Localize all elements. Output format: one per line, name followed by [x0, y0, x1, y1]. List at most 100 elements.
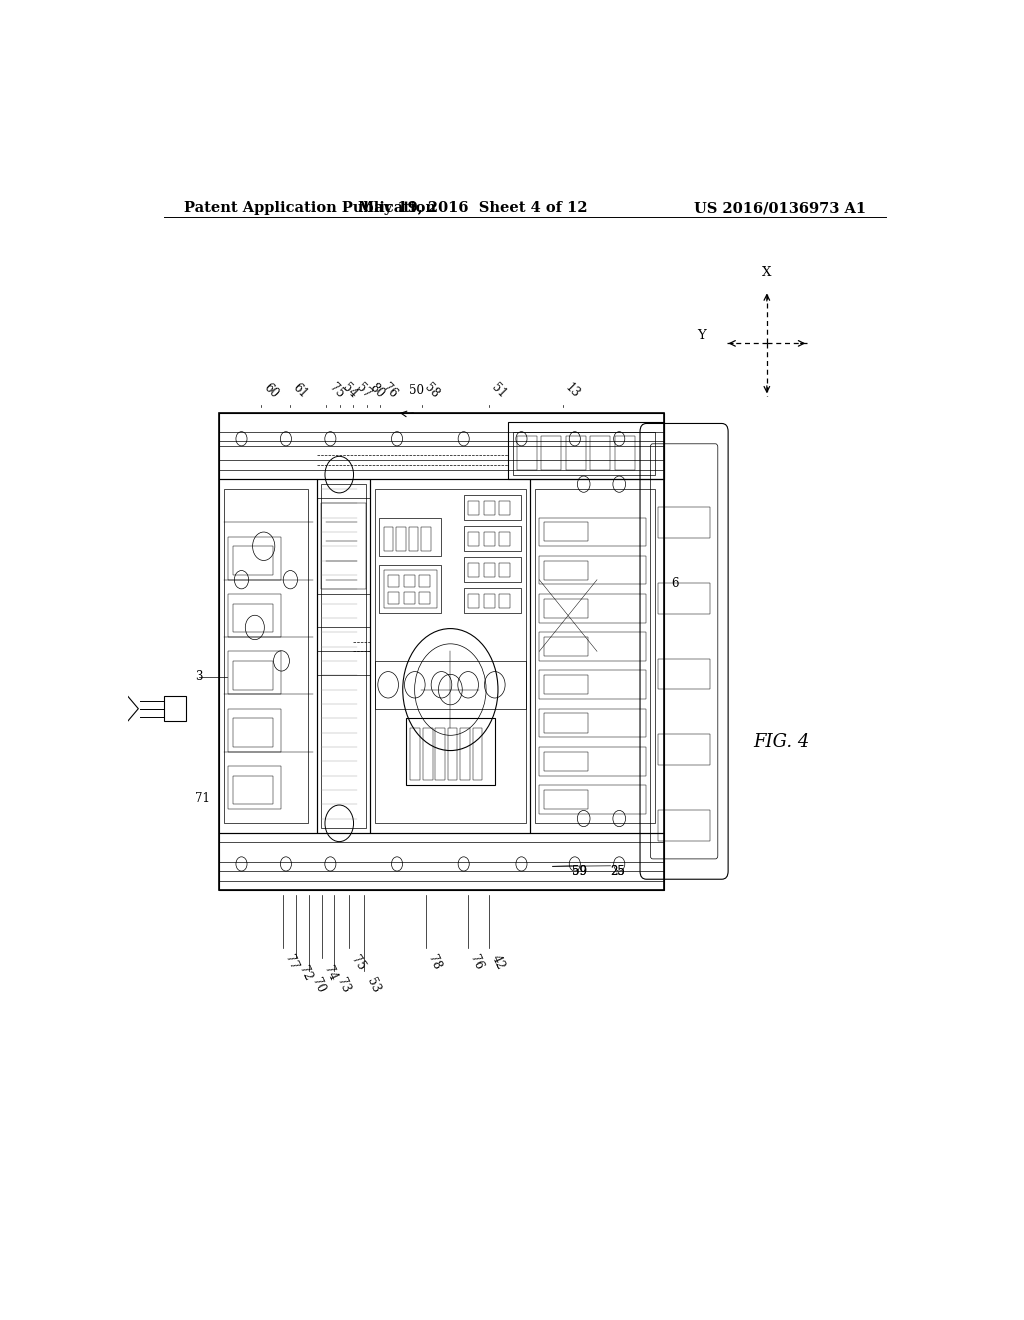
Bar: [544, 713, 588, 733]
Bar: [500, 532, 510, 546]
Bar: [542, 437, 561, 470]
Bar: [388, 576, 399, 587]
Bar: [447, 727, 458, 780]
Bar: [421, 527, 431, 550]
Text: 59: 59: [572, 866, 588, 878]
Text: 75: 75: [327, 380, 346, 400]
Bar: [535, 488, 654, 824]
Bar: [513, 432, 654, 475]
Bar: [544, 523, 588, 541]
Bar: [396, 527, 406, 550]
Bar: [540, 747, 646, 776]
Bar: [232, 603, 272, 632]
Bar: [423, 727, 432, 780]
Bar: [460, 727, 470, 780]
Bar: [544, 676, 588, 694]
Text: 6: 6: [672, 577, 679, 590]
Bar: [322, 503, 366, 589]
Bar: [468, 532, 479, 546]
Bar: [473, 727, 482, 780]
Text: 13: 13: [563, 380, 583, 400]
Bar: [219, 479, 317, 833]
Text: Y: Y: [697, 329, 706, 342]
Bar: [540, 517, 646, 546]
Bar: [540, 632, 646, 661]
Bar: [517, 437, 537, 470]
Bar: [223, 488, 308, 824]
Bar: [406, 718, 495, 785]
Bar: [658, 734, 710, 764]
Bar: [468, 500, 479, 515]
Bar: [540, 594, 646, 623]
Text: 57: 57: [353, 380, 373, 400]
Bar: [219, 833, 664, 890]
Text: 3: 3: [196, 671, 203, 684]
Text: 61: 61: [290, 380, 309, 400]
Text: 75: 75: [348, 953, 368, 973]
Bar: [219, 413, 664, 479]
Bar: [435, 727, 445, 780]
Bar: [371, 479, 530, 833]
Bar: [483, 594, 495, 609]
Bar: [483, 532, 495, 546]
Bar: [658, 810, 710, 841]
Text: 73: 73: [334, 975, 352, 995]
Bar: [384, 527, 393, 550]
Bar: [164, 697, 186, 721]
Text: 53: 53: [365, 975, 383, 995]
Text: 50: 50: [409, 384, 424, 397]
Bar: [544, 789, 588, 809]
Bar: [232, 546, 272, 576]
Bar: [322, 484, 366, 828]
Text: 74: 74: [322, 964, 340, 982]
Text: 25: 25: [610, 866, 626, 878]
Bar: [591, 437, 610, 470]
Bar: [468, 594, 479, 609]
Text: 76: 76: [380, 380, 400, 400]
Bar: [219, 842, 664, 880]
Bar: [464, 495, 521, 520]
Bar: [228, 537, 282, 579]
Bar: [658, 507, 710, 537]
Bar: [317, 499, 371, 594]
Text: US 2016/0136973 A1: US 2016/0136973 A1: [694, 201, 866, 215]
Bar: [658, 583, 710, 614]
Bar: [483, 562, 495, 577]
Text: 70: 70: [309, 975, 327, 995]
Bar: [409, 527, 419, 550]
Text: 25: 25: [610, 866, 626, 878]
Bar: [219, 441, 664, 470]
Text: Patent Application Publication: Patent Application Publication: [183, 201, 435, 215]
Bar: [483, 500, 495, 515]
Text: 76: 76: [468, 953, 485, 973]
Text: 77: 77: [283, 953, 301, 973]
Bar: [530, 479, 664, 833]
Bar: [540, 709, 646, 738]
Bar: [500, 500, 510, 515]
Text: 78: 78: [426, 953, 443, 973]
Bar: [384, 570, 437, 609]
Bar: [219, 413, 664, 890]
Bar: [468, 562, 479, 577]
Text: 54: 54: [340, 380, 359, 400]
Text: 72: 72: [296, 964, 314, 982]
Text: 80: 80: [367, 380, 387, 400]
Text: 58: 58: [422, 380, 441, 400]
Text: FIG. 4: FIG. 4: [754, 733, 810, 751]
Bar: [464, 557, 521, 582]
Bar: [544, 561, 588, 579]
Bar: [658, 659, 710, 689]
Bar: [500, 562, 510, 577]
Bar: [232, 718, 272, 747]
Text: 60: 60: [261, 380, 282, 400]
Bar: [419, 576, 430, 587]
Bar: [232, 776, 272, 804]
Bar: [464, 589, 521, 612]
Bar: [379, 517, 441, 556]
Text: May 19, 2016  Sheet 4 of 12: May 19, 2016 Sheet 4 of 12: [358, 201, 588, 215]
Text: 51: 51: [489, 380, 509, 400]
Bar: [228, 709, 282, 751]
Bar: [544, 638, 588, 656]
Bar: [419, 591, 430, 603]
Bar: [544, 751, 588, 771]
